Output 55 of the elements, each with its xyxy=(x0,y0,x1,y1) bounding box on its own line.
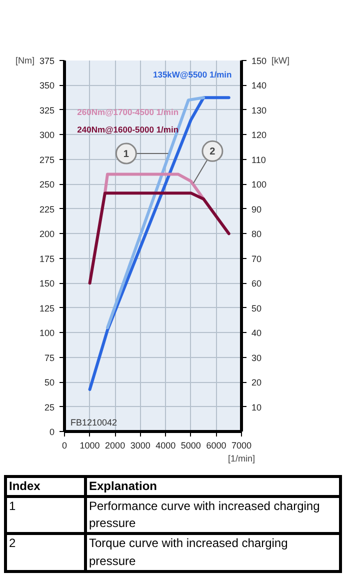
y-tick-label: 75 xyxy=(44,352,55,363)
y2-tick-label: 110 xyxy=(252,154,266,165)
text: Explanation xyxy=(86,476,340,497)
text: Index xyxy=(6,476,86,497)
y2-tick-label: 10 xyxy=(252,402,262,412)
y-axis-title: [Nm] xyxy=(15,56,34,66)
y2-tick-label: 50 xyxy=(252,303,262,314)
text: 2 xyxy=(6,534,86,572)
y-tick-label: 300 xyxy=(39,130,55,140)
annotation: FB1210042 xyxy=(70,418,118,428)
text: Torque curve with increased charging pressure xyxy=(86,534,340,572)
text: Performance curve with increased charging pressure xyxy=(86,496,340,534)
x-tick-label: 0 xyxy=(62,440,68,450)
y-tick-label: 325 xyxy=(39,105,55,116)
y-tick-label: 0 xyxy=(49,427,55,437)
y2-axis-title: [kW] xyxy=(272,56,290,66)
x-tick-label: 7000 xyxy=(231,440,252,450)
y2-tick-label: 90 xyxy=(252,204,262,214)
annotation: 1 xyxy=(123,148,130,160)
y2-tick-label: 40 xyxy=(252,328,262,338)
y-tick-label: 250 xyxy=(39,180,55,190)
y2-tick-label: 120 xyxy=(252,130,267,140)
text: 260Nm@1700-4500 1/min xyxy=(77,106,179,117)
annotation: 2 xyxy=(210,146,216,158)
text: 240Nm@1600-5000 1/min xyxy=(77,124,179,135)
y2-tick-label: 80 xyxy=(252,229,262,240)
x-tick-label: 6000 xyxy=(206,440,226,450)
y-tick-label: 225 xyxy=(39,204,55,214)
y-tick-label: 100 xyxy=(39,328,55,338)
x-tick-label: 1000 xyxy=(80,440,100,450)
y2-tick-label: 60 xyxy=(252,278,262,289)
y2-tick-label: 30 xyxy=(252,352,262,363)
y-tick-label: 200 xyxy=(39,229,55,240)
y2-tick-label: 130 xyxy=(252,105,267,116)
y2-tick-label: 20 xyxy=(252,378,262,388)
line-series xyxy=(88,192,230,285)
y-tick-label: 50 xyxy=(44,378,55,388)
text: 135kW@5500 1/min xyxy=(153,69,232,80)
x-axis-title: [1/min] xyxy=(228,454,256,464)
y-tick-label: 125 xyxy=(39,303,55,314)
y2-tick-label: 100 xyxy=(252,180,267,190)
y2-tick-label: 70 xyxy=(252,254,262,264)
x-tick-label: 5000 xyxy=(180,440,201,450)
y2-tick-label: 150 xyxy=(252,56,267,66)
y-tick-label: 150 xyxy=(39,278,55,289)
y-tick-label: 25 xyxy=(44,402,55,412)
y-tick-label: 275 xyxy=(39,154,55,165)
y-tick-label: 375 xyxy=(39,56,55,66)
x-tick-label: 3000 xyxy=(130,440,150,450)
x-tick-label: 2000 xyxy=(105,440,126,450)
y-tick-label: 175 xyxy=(39,254,55,264)
text: 1 xyxy=(6,496,86,534)
y2-tick-label: 140 xyxy=(252,80,267,91)
x-tick-label: 4000 xyxy=(156,440,176,450)
y-tick-label: 350 xyxy=(39,80,55,91)
